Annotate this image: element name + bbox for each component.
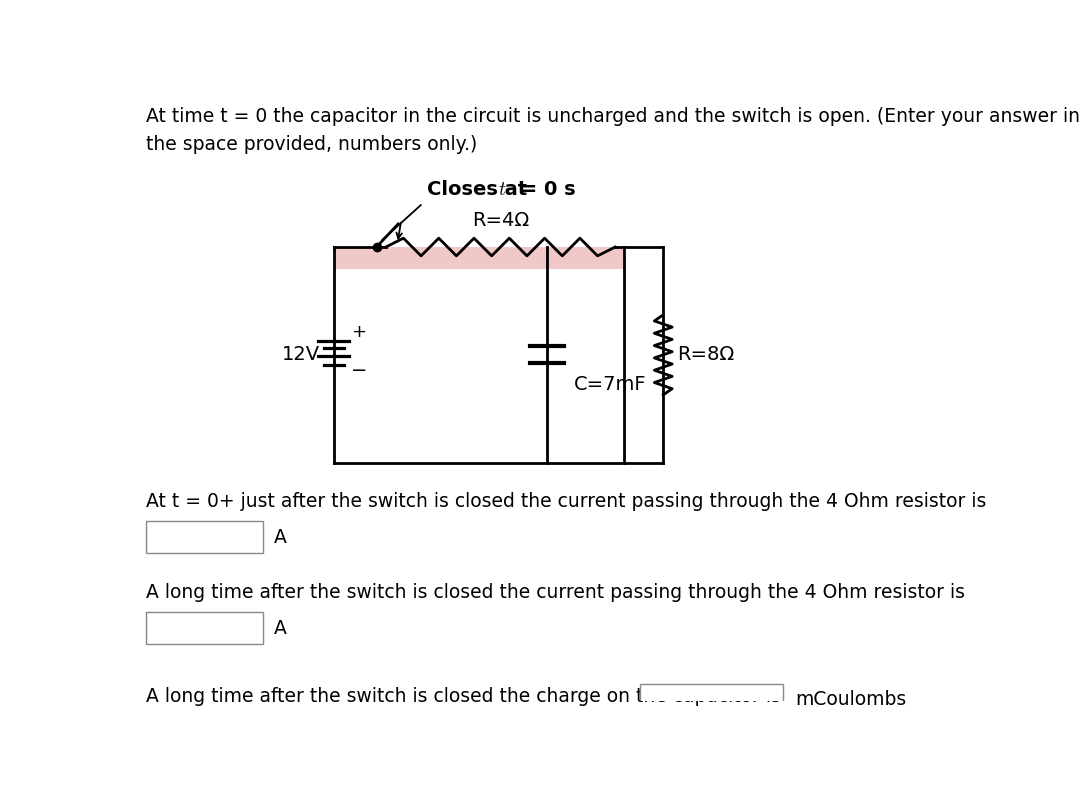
Text: R=4Ω: R=4Ω xyxy=(472,211,529,230)
Text: mCoulombs: mCoulombs xyxy=(795,690,906,709)
Text: A: A xyxy=(275,619,287,637)
Text: At time t = 0 the capacitor in the circuit is uncharged and the switch is open. : At time t = 0 the capacitor in the circu… xyxy=(146,107,1080,154)
Text: A long time after the switch is closed the current passing through the 4 Ohm res: A long time after the switch is closed t… xyxy=(146,583,966,602)
Text: Closes at: Closes at xyxy=(427,180,534,199)
Text: +: + xyxy=(351,323,366,340)
Text: At t = 0+ just after the switch is closed the current passing through the 4 Ohm : At t = 0+ just after the switch is close… xyxy=(146,492,986,511)
Text: 12V: 12V xyxy=(282,345,320,364)
Text: C=7mF: C=7mF xyxy=(574,374,646,393)
Text: R=8Ω: R=8Ω xyxy=(677,345,735,364)
Text: A: A xyxy=(275,528,287,547)
Text: −: − xyxy=(351,361,367,380)
Bar xyxy=(640,684,784,716)
Bar xyxy=(146,521,263,553)
Bar xyxy=(146,612,263,645)
Text: A long time after the switch is closed the charge on the capacitor is: A long time after the switch is closed t… xyxy=(146,686,782,706)
Bar xyxy=(334,247,625,269)
Text: = 0 s: = 0 s xyxy=(513,180,576,199)
Text: $t$: $t$ xyxy=(498,180,507,199)
